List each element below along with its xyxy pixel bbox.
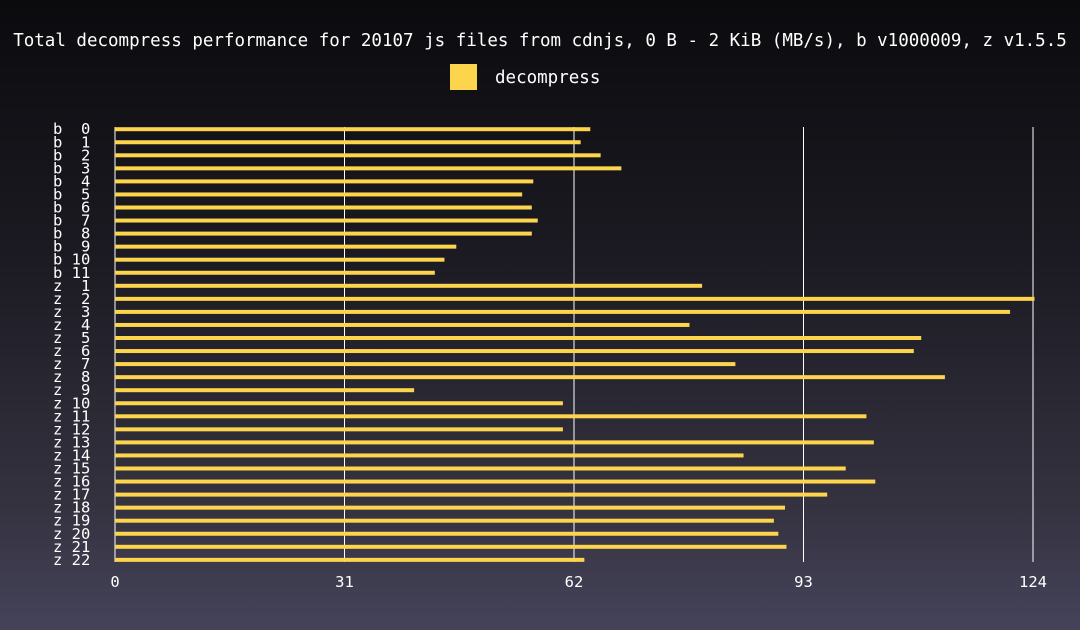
bar	[115, 257, 445, 262]
legend: decompress	[450, 64, 600, 90]
bar	[115, 336, 922, 340]
category-label: b 10	[53, 251, 90, 269]
category-label: b 3	[53, 159, 90, 177]
category-label: z 7	[53, 355, 90, 373]
category-label: b 4	[53, 172, 90, 190]
category-label: z 18	[53, 499, 90, 517]
bar	[115, 479, 876, 484]
category-label: b 1	[53, 133, 90, 151]
x-tick-label: 0	[110, 573, 119, 591]
category-label: z 10	[53, 394, 90, 412]
bar	[115, 205, 532, 210]
bar	[115, 218, 538, 223]
bar	[115, 466, 846, 471]
bar	[115, 505, 785, 510]
category-label: z 9	[53, 381, 90, 399]
bar	[115, 153, 601, 158]
category-label: b 7	[53, 212, 90, 230]
bar	[115, 440, 874, 445]
category-label: b 5	[53, 185, 90, 203]
bar	[115, 270, 435, 275]
bar	[115, 192, 523, 197]
bar	[115, 322, 690, 327]
chart-title: Total decompress performance for 20107 j…	[13, 31, 1067, 51]
category-label: b 9	[53, 238, 90, 256]
bar	[115, 362, 736, 367]
category-label: z 16	[53, 473, 90, 491]
bar	[115, 557, 585, 562]
bar	[115, 166, 622, 171]
category-label: z 6	[53, 342, 90, 360]
category-label: b 11	[53, 264, 90, 282]
bar	[115, 544, 787, 549]
x-tick-label: 31	[335, 573, 354, 591]
category-label: z 12	[53, 420, 90, 438]
grid-lines	[114, 127, 1034, 562]
legend-swatch	[450, 64, 477, 90]
category-label: b 8	[53, 225, 90, 243]
category-label: z 2	[53, 290, 90, 308]
bar	[115, 296, 1035, 301]
category-label: z 3	[53, 303, 90, 321]
category-label: z 14	[53, 446, 90, 464]
category-label: b 0	[53, 120, 90, 138]
category-labels: b 0b 1b 2b 3b 4b 5b 6b 7b 8b 9b 10b 11z …	[53, 120, 90, 569]
category-label: z 20	[53, 525, 90, 543]
category-label: z 17	[53, 486, 90, 504]
category-label: z 15	[53, 460, 90, 478]
x-tick-label: 124	[1019, 573, 1047, 591]
category-label: z 4	[53, 316, 90, 334]
x-tick-labels: 0 31 62 93 124	[110, 573, 1047, 591]
bar	[115, 427, 563, 432]
bar	[115, 388, 415, 393]
category-label: z 8	[53, 368, 90, 386]
bar	[115, 140, 581, 145]
bar	[115, 244, 457, 249]
bars	[115, 127, 1035, 562]
bar	[115, 375, 945, 380]
bar	[115, 414, 867, 419]
bar	[115, 309, 1011, 314]
bar	[115, 283, 703, 288]
bar	[115, 492, 828, 497]
bar	[115, 179, 534, 184]
legend-label: decompress	[495, 68, 600, 88]
category-label: z 1	[53, 277, 90, 295]
bar	[115, 453, 744, 458]
category-label: z 13	[53, 433, 90, 451]
bar	[115, 401, 563, 406]
category-label: z 5	[53, 329, 90, 347]
category-label: z 22	[53, 551, 90, 569]
category-label: b 6	[53, 199, 90, 217]
x-tick-label: 62	[565, 573, 584, 591]
bar	[115, 531, 779, 536]
category-label: z 11	[53, 407, 90, 425]
bar	[115, 231, 532, 236]
category-label: b 2	[53, 146, 90, 164]
bar	[115, 127, 591, 132]
bar	[115, 349, 914, 354]
category-label: z 19	[53, 512, 90, 530]
category-label: z 21	[53, 538, 90, 556]
bar	[115, 518, 774, 523]
x-tick-label: 93	[794, 573, 813, 591]
